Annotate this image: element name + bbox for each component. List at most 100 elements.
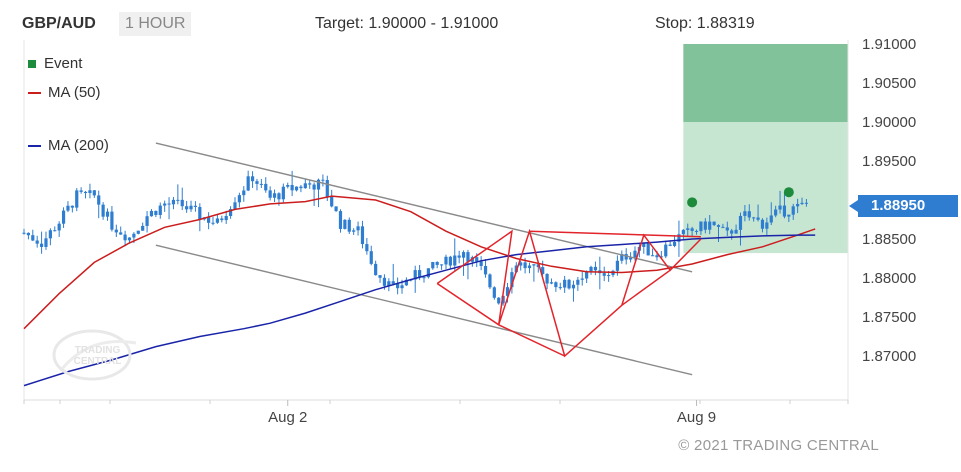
candle-body — [576, 279, 580, 285]
overlays-layer — [23, 142, 816, 387]
candle-body — [303, 183, 307, 189]
candle-body — [149, 210, 154, 217]
candle-body — [286, 185, 290, 187]
candle-body — [778, 205, 782, 210]
candle-body — [765, 222, 769, 229]
candle-body — [189, 205, 193, 210]
candle-body — [299, 186, 303, 189]
candle-body — [721, 226, 725, 228]
candle-body — [633, 250, 637, 258]
candle-body — [523, 262, 527, 269]
candle-body — [224, 216, 228, 221]
candle-body — [110, 211, 114, 230]
candle-body — [668, 244, 672, 246]
candle-body — [325, 180, 329, 197]
candle-body — [567, 279, 571, 289]
pattern-neckline — [529, 230, 701, 238]
candle-body — [123, 234, 127, 241]
candle-body — [615, 260, 620, 271]
candle-body — [800, 202, 804, 204]
candle-body — [769, 215, 773, 223]
candle-body — [602, 273, 606, 276]
candle-body — [242, 190, 246, 196]
candle-body — [734, 229, 738, 234]
candle-body — [624, 254, 628, 260]
y-axis: 1.870001.875001.880001.885001.890001.895… — [862, 36, 916, 365]
candle-body — [97, 195, 101, 205]
y-tick-label: 1.91000 — [862, 36, 916, 53]
candle-body — [483, 266, 488, 275]
candle-body — [211, 222, 215, 224]
candle-body — [75, 190, 79, 208]
candle-body — [589, 266, 593, 272]
candle-body — [167, 203, 171, 205]
candle-body — [132, 233, 136, 238]
candle-body — [738, 215, 743, 230]
x-tick-label: Aug 2 — [268, 409, 307, 426]
trading-central-watermark: TRADING CENTRAL — [50, 325, 140, 383]
candle-body — [655, 255, 659, 258]
candle-body — [774, 209, 778, 216]
candle-body — [101, 204, 105, 217]
candle-body — [119, 232, 123, 235]
candle-body — [782, 205, 787, 217]
x-tick-label: Aug 9 — [677, 409, 716, 426]
candle-body — [804, 202, 809, 204]
candle-body — [628, 257, 633, 260]
candle-body — [347, 219, 351, 232]
candle-body — [365, 244, 369, 252]
legend-ma50: MA (50) — [28, 84, 101, 101]
candle-body — [44, 238, 48, 247]
candle-body — [536, 264, 540, 268]
candle-body — [426, 268, 430, 278]
candle-body — [185, 206, 189, 210]
candle-body — [787, 214, 791, 217]
candle-body — [294, 186, 299, 191]
candle-body — [461, 252, 466, 258]
candle-body — [475, 257, 479, 262]
candle-body — [250, 176, 255, 182]
candle-body — [501, 295, 505, 304]
candle-body — [26, 232, 30, 236]
legend-event-label: Event — [44, 55, 83, 72]
candle-body — [237, 195, 241, 203]
candle-body — [791, 206, 795, 215]
candle-body — [650, 255, 655, 257]
candle-body — [580, 278, 584, 280]
candle-body — [747, 211, 751, 218]
event-legend-swatch — [28, 59, 36, 68]
timeframe-badge[interactable]: 1 HOUR — [119, 12, 192, 36]
candle-body — [264, 183, 268, 191]
candle-body — [66, 205, 70, 211]
legend-ma50-label: MA (50) — [48, 84, 101, 101]
y-tick-label: 1.87000 — [862, 348, 916, 365]
candle-body — [114, 229, 118, 233]
candle-body — [145, 216, 149, 226]
stop-zone — [683, 122, 848, 254]
candle-body — [88, 190, 92, 194]
ma50-legend-swatch — [28, 91, 41, 94]
candle-body — [479, 261, 483, 267]
candle-body — [413, 270, 417, 280]
candle-body — [360, 226, 365, 245]
candle-body — [563, 279, 567, 288]
y-tick-label: 1.87500 — [862, 309, 916, 326]
symbol-title: GBP/AUD — [22, 15, 96, 32]
candle-body — [725, 227, 729, 231]
candle-body — [686, 228, 690, 230]
candle-body — [321, 179, 325, 181]
candle-body — [659, 256, 663, 258]
candle-body — [549, 282, 554, 284]
last-price-tag: 1.88950 — [848, 195, 958, 217]
candle-body — [369, 251, 373, 264]
candle-body — [677, 234, 681, 242]
legend-ma200: MA (200) — [28, 137, 109, 154]
candle-body — [39, 243, 44, 247]
candle-body — [255, 181, 259, 184]
candle-body — [158, 205, 162, 215]
candle-body — [57, 223, 61, 231]
candle-body — [352, 230, 356, 232]
candle-body — [558, 287, 562, 289]
candle-body — [448, 256, 452, 266]
